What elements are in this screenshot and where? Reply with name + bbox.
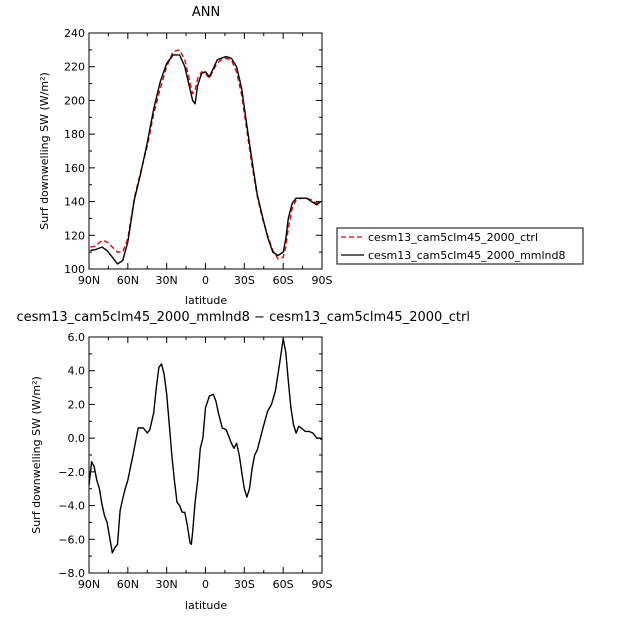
plot-frame <box>88 32 323 270</box>
x-tick-label: 0 <box>202 274 209 287</box>
legend-label-mmlnd8: cesm13_cam5clm45_2000_mmlnd8 <box>368 249 566 262</box>
x-tick-label: 60S <box>273 274 294 287</box>
y-tick-label: −4.0 <box>58 500 85 513</box>
chart-title: ANN <box>192 5 220 20</box>
legend-box <box>336 227 584 265</box>
x-axis-label: latitude <box>185 294 227 307</box>
legend: cesm13_cam5clm45_2000_ctrl cesm13_cam5cl… <box>336 227 584 265</box>
y-tick-label: 140 <box>64 196 85 209</box>
y-axis-label: Surf downwelling SW (W/m²) <box>30 376 43 534</box>
legend-label-ctrl: cesm13_cam5clm45_2000_ctrl <box>368 231 538 244</box>
y-tick-label: 2.0 <box>68 398 86 411</box>
y-tick-label: 4.0 <box>68 365 86 378</box>
y-tick-label: −2.0 <box>58 466 85 479</box>
y-tick-label: 240 <box>64 27 85 40</box>
x-tick-label: 0 <box>202 578 209 591</box>
y-tick-label: −8.0 <box>58 567 85 580</box>
chart-title: cesm13_cam5clm45_2000_mmlnd8 − cesm13_ca… <box>16 310 470 325</box>
y-axis-label: Surf downwelling SW (W/m²) <box>38 72 51 230</box>
x-tick-label: 30N <box>156 578 178 591</box>
x-tick-label: 90S <box>312 578 333 591</box>
y-tick-label: 180 <box>64 128 85 141</box>
y-tick-label: 100 <box>64 263 85 276</box>
x-tick-label: 60S <box>273 578 294 591</box>
series-line <box>88 338 323 554</box>
zonal-mean-panel: ANN Surf downwelling SW (W/m²) latitude … <box>38 5 333 307</box>
y-tick-label: 160 <box>64 162 85 175</box>
x-tick-label: 30S <box>234 578 255 591</box>
y-tick-label: 220 <box>64 61 85 74</box>
series-line <box>90 54 322 265</box>
tick-labels: 90N 60N 30N 0 30S 60S 90S −8.0 −6.0 −4.0 −2.0 0.0 2.… <box>58 331 332 591</box>
x-tick-label: 90S <box>312 274 333 287</box>
x-tick-label: 90N <box>78 578 100 591</box>
y-tick-label: 120 <box>64 229 85 242</box>
x-tick-label: 60N <box>117 274 139 287</box>
x-tick-label: 30S <box>234 274 255 287</box>
data-lines <box>90 49 322 265</box>
y-tick-label: 6.0 <box>68 331 86 344</box>
y-tick-label: 200 <box>64 94 85 107</box>
y-tick-label: −6.0 <box>58 533 85 546</box>
x-axis-label: latitude <box>185 599 227 612</box>
y-tick-label: 0.0 <box>68 432 86 445</box>
series-line <box>90 49 321 260</box>
difference-panel: cesm13_cam5clm45_2000_mmlnd8 − cesm13_ca… <box>16 310 470 612</box>
plot-frame <box>88 336 323 574</box>
x-tick-label: 60N <box>117 578 139 591</box>
x-tick-label: 30N <box>156 274 178 287</box>
tick-labels: 90N 60N 30N 0 30S 60S 90S 100 120 140 160 180 200 220… <box>64 27 333 287</box>
data-lines <box>88 338 323 554</box>
x-tick-label: 90N <box>78 274 100 287</box>
